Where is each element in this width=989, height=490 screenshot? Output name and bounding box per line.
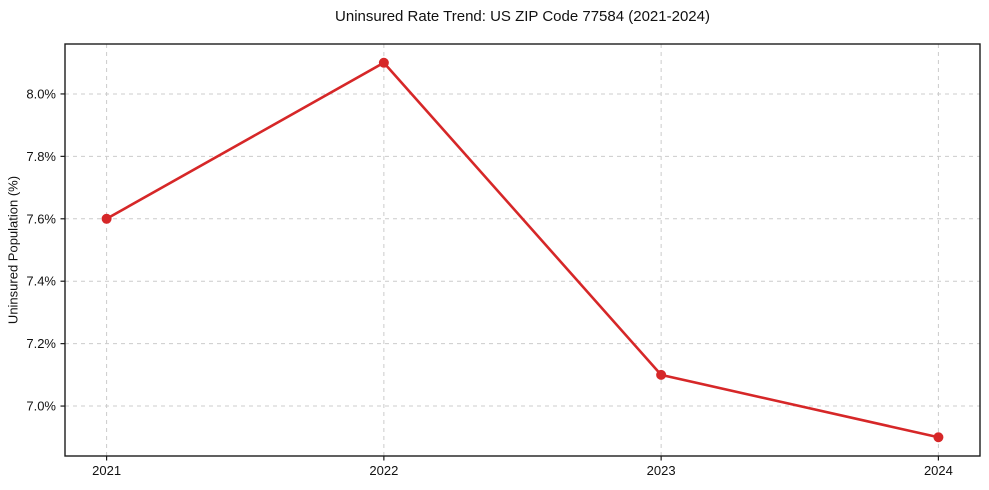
x-tick-label: 2021 [92,463,121,478]
x-tick-label: 2022 [369,463,398,478]
x-tick-label: 2023 [647,463,676,478]
plot-border [64,43,981,457]
y-axis-label: Uninsured Population (%) [5,175,21,325]
data-point-marker [378,57,389,68]
x-tick-label: 2024 [924,463,953,478]
trend-line [105,61,940,439]
data-point-marker [101,213,112,224]
y-tick-label: 7.2% [26,336,56,351]
data-point-marker [933,432,944,443]
y-tick-label: 7.0% [26,399,56,414]
y-tick-label: 7.4% [26,274,56,289]
y-tick-label: 8.0% [26,86,56,101]
data-point-marker [656,369,667,380]
y-tick-label: 7.6% [26,211,56,226]
chart-title: Uninsured Rate Trend: US ZIP Code 77584 … [335,8,710,25]
y-tick-label: 7.8% [26,149,56,164]
